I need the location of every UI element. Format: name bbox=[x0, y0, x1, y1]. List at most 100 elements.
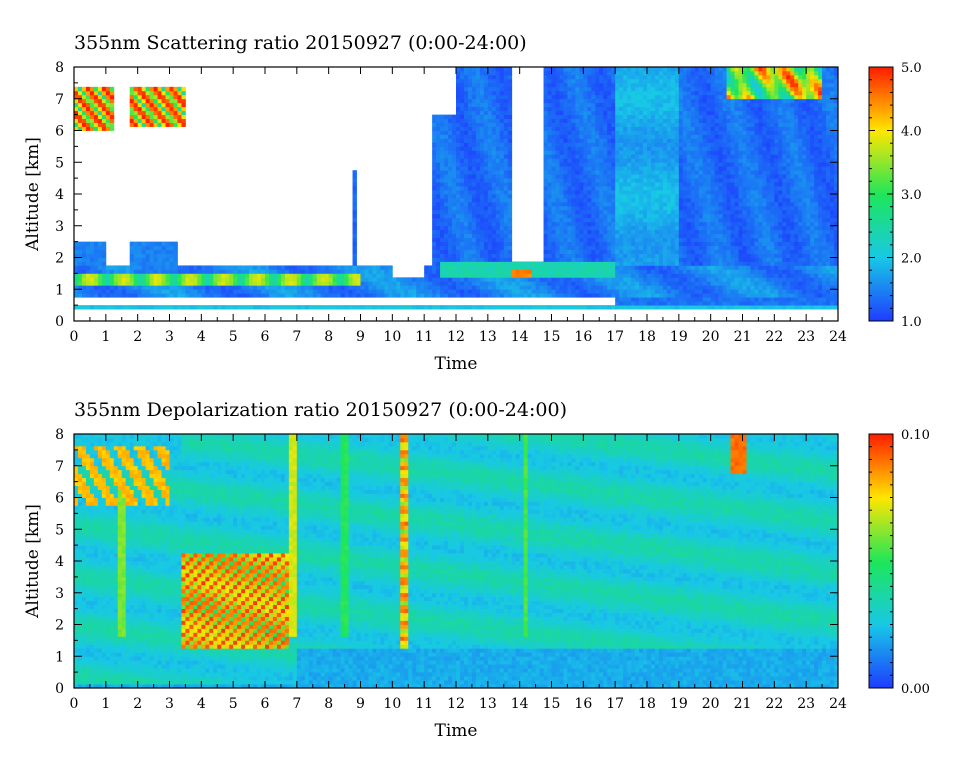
heatmap-cell bbox=[177, 269, 182, 274]
heatmap-cell bbox=[666, 249, 672, 254]
heatmap-cell bbox=[662, 289, 668, 294]
heatmap-cell bbox=[595, 257, 600, 262]
heatmap-cell bbox=[456, 217, 461, 223]
heatmap-cell bbox=[436, 178, 441, 183]
heatmap-cell bbox=[487, 269, 493, 274]
heatmap-cell bbox=[316, 285, 322, 290]
heatmap-cell bbox=[702, 293, 708, 298]
heatmap-cell bbox=[591, 245, 596, 250]
heatmap-cell bbox=[352, 213, 357, 219]
heatmap-cell bbox=[547, 86, 552, 92]
heatmap-cell bbox=[682, 126, 688, 131]
heatmap-cell bbox=[555, 106, 560, 112]
heatmap-cell bbox=[627, 182, 632, 187]
heatmap-cell bbox=[276, 277, 282, 282]
heatmap-cell bbox=[611, 86, 616, 92]
heatmap-cell bbox=[444, 134, 449, 139]
heatmap-cell bbox=[193, 305, 198, 310]
heatmap-cell bbox=[448, 225, 453, 231]
heatmap-cell bbox=[511, 293, 517, 298]
heatmap-cell bbox=[173, 90, 178, 96]
heatmap-cell bbox=[483, 245, 489, 250]
heatmap-cell bbox=[555, 70, 560, 76]
heatmap-cell bbox=[682, 122, 688, 127]
heatmap-cell bbox=[607, 261, 612, 266]
heatmap-cell bbox=[440, 158, 445, 163]
heatmap-cell bbox=[551, 237, 556, 243]
heatmap-cell bbox=[499, 241, 505, 246]
heatmap-cell bbox=[360, 289, 365, 294]
heatmap-cell bbox=[619, 170, 624, 175]
heatmap-cell bbox=[384, 277, 389, 282]
heatmap-cell bbox=[201, 289, 206, 294]
heatmap-cell bbox=[674, 94, 680, 100]
heatmap-cell bbox=[555, 249, 560, 254]
heatmap-cell bbox=[706, 138, 712, 143]
heatmap-cell bbox=[456, 257, 461, 262]
heatmap-cell bbox=[193, 285, 198, 290]
heatmap-cell bbox=[316, 273, 322, 278]
heatmap-cell bbox=[448, 201, 453, 207]
heatmap-cell bbox=[300, 293, 306, 298]
heatmap-cell bbox=[611, 257, 616, 262]
heatmap-cell bbox=[352, 277, 357, 282]
heatmap-cell bbox=[706, 67, 712, 72]
heatmap-cell bbox=[547, 289, 552, 294]
heatmap-cell bbox=[483, 142, 489, 147]
heatmap-cell bbox=[77, 114, 83, 119]
heatmap-cell bbox=[710, 213, 716, 219]
heatmap-cell bbox=[193, 265, 198, 270]
heatmap-cell bbox=[559, 106, 564, 112]
heatmap-cell bbox=[567, 138, 572, 143]
heatmap-cell bbox=[607, 201, 612, 207]
heatmap-cell bbox=[432, 158, 437, 163]
heatmap-cell bbox=[627, 225, 632, 231]
heatmap-cell bbox=[459, 67, 465, 72]
heatmap-cell bbox=[440, 293, 445, 298]
heatmap-cell bbox=[523, 261, 529, 266]
heatmap-cell bbox=[611, 213, 616, 219]
heatmap-cell bbox=[698, 209, 704, 215]
heatmap-cell bbox=[571, 67, 576, 72]
heatmap-cell bbox=[109, 122, 115, 127]
heatmap-cell bbox=[571, 205, 576, 211]
heatmap-cell bbox=[340, 305, 345, 310]
heatmap-cell bbox=[388, 305, 393, 310]
heatmap-cell bbox=[682, 70, 688, 76]
heatmap-cell bbox=[674, 174, 680, 179]
heatmap-cell bbox=[97, 98, 103, 104]
heatmap-cell bbox=[686, 221, 692, 227]
heatmap-cell bbox=[587, 289, 592, 294]
heatmap-cell bbox=[237, 281, 242, 286]
heatmap-cell bbox=[483, 67, 489, 72]
heatmap-cell bbox=[639, 174, 644, 179]
heatmap-cell bbox=[635, 305, 640, 310]
heatmap-cell bbox=[694, 289, 700, 294]
heatmap-cell bbox=[483, 261, 489, 266]
heatmap-cell bbox=[288, 289, 294, 294]
heatmap-cell bbox=[487, 265, 493, 270]
heatmap-cell bbox=[639, 106, 644, 112]
heatmap-cell bbox=[109, 94, 115, 100]
heatmap-cell bbox=[662, 194, 668, 199]
heatmap-cell bbox=[467, 86, 473, 92]
heatmap-cell bbox=[575, 305, 580, 310]
heatmap-cell bbox=[690, 158, 696, 163]
heatmap-cell bbox=[89, 277, 95, 282]
heatmap-cell bbox=[444, 225, 449, 231]
heatmap-cell bbox=[197, 293, 202, 298]
heatmap-cell bbox=[658, 67, 664, 72]
heatmap-cell bbox=[448, 261, 453, 266]
heatmap-cell bbox=[491, 182, 497, 187]
heatmap-cell bbox=[352, 225, 357, 231]
heatmap-cell bbox=[376, 281, 381, 286]
heatmap-cell bbox=[674, 154, 680, 159]
heatmap-cell bbox=[141, 98, 147, 104]
heatmap-cell bbox=[499, 146, 505, 151]
heatmap-cell bbox=[487, 162, 493, 167]
heatmap-cell bbox=[599, 209, 604, 215]
heatmap-cell bbox=[503, 110, 509, 116]
heatmap-cell bbox=[714, 293, 720, 298]
heatmap-cell bbox=[444, 205, 449, 211]
heatmap-cell bbox=[686, 158, 692, 163]
